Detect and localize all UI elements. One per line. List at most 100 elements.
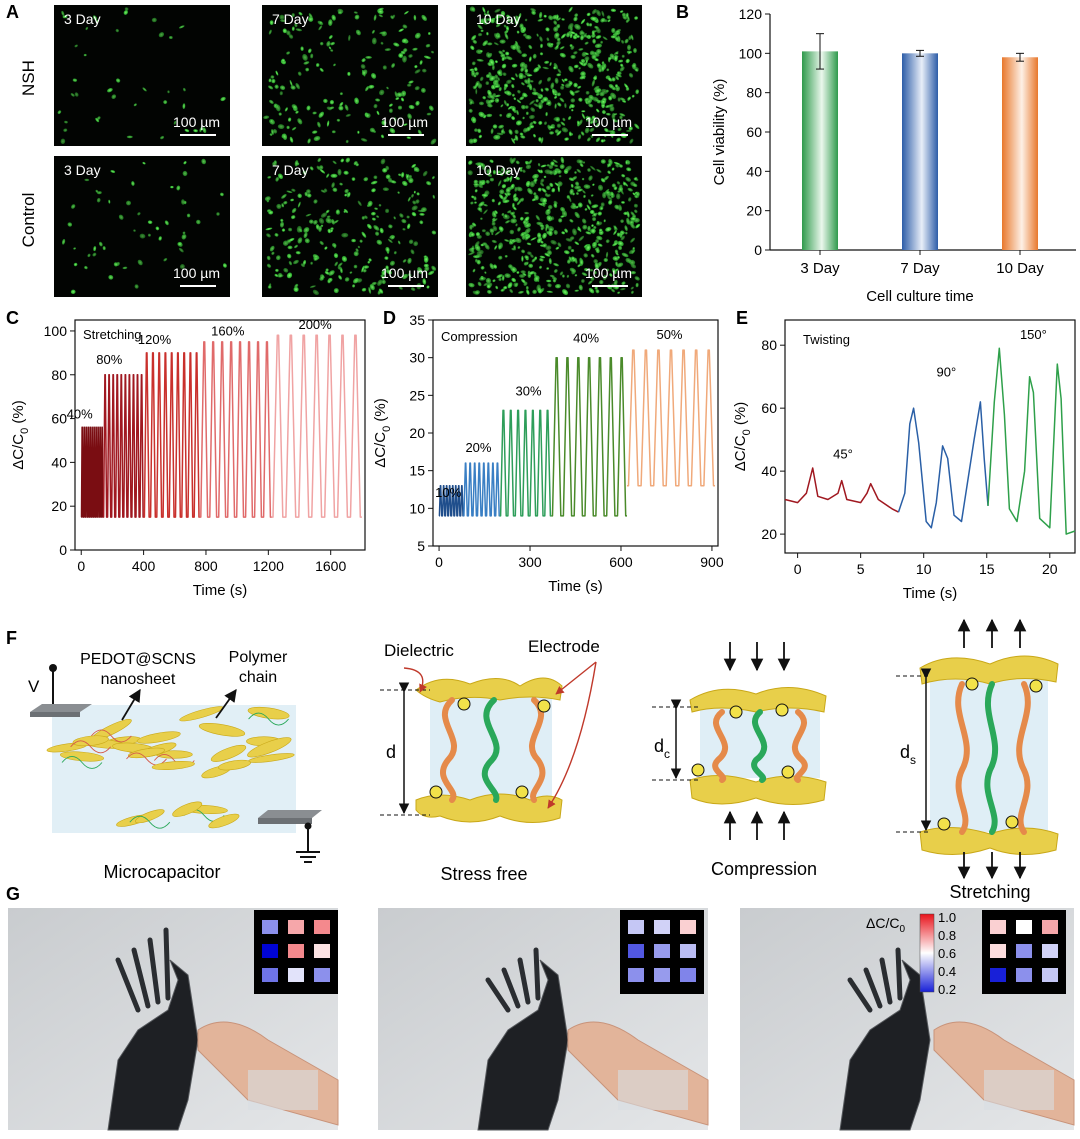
cell [403, 48, 408, 53]
day-label: 10 Day [476, 11, 520, 27]
cell [610, 35, 617, 39]
cell [279, 91, 283, 96]
cell [95, 19, 99, 24]
cell [60, 138, 66, 144]
cell [580, 18, 586, 25]
cell [380, 41, 384, 45]
cell [364, 215, 368, 219]
cell [605, 251, 609, 258]
cell [479, 76, 484, 82]
cell [511, 137, 516, 144]
cell [538, 120, 543, 125]
cell [508, 264, 513, 269]
cell [398, 286, 403, 290]
cell [498, 124, 504, 129]
cell [538, 104, 542, 110]
cell [472, 268, 476, 273]
cell [124, 7, 129, 11]
cell [491, 198, 495, 203]
cell [574, 241, 580, 245]
cell [107, 88, 113, 93]
cell [327, 228, 332, 234]
cell [294, 160, 299, 167]
chart-annotation: Compression [441, 329, 518, 344]
cell [348, 34, 351, 41]
cell [517, 246, 521, 249]
cell [582, 190, 586, 194]
cell [471, 35, 477, 41]
top-electrode-edge [30, 712, 80, 717]
y-tick-label: 100 [739, 45, 763, 61]
cell [546, 37, 550, 42]
cell [393, 42, 400, 47]
cell [613, 279, 618, 286]
cell [526, 85, 531, 88]
cell [538, 11, 543, 19]
cell [547, 204, 553, 210]
cell [546, 185, 551, 191]
cell [519, 132, 524, 136]
cell [568, 116, 572, 120]
cell [513, 196, 519, 202]
heatmap-cell [314, 968, 330, 982]
polymer-chain [70, 740, 112, 754]
cell [546, 267, 550, 270]
cell [554, 169, 558, 174]
cell [523, 75, 527, 78]
nanosheet-arrow [121, 688, 141, 721]
cell [596, 108, 600, 113]
cell [353, 11, 358, 14]
cell [504, 32, 509, 40]
cell [497, 14, 504, 19]
cell [545, 225, 548, 232]
cell [313, 257, 319, 261]
cell [344, 104, 349, 111]
cell [482, 6, 486, 14]
cell [470, 232, 475, 237]
cell [181, 199, 185, 205]
bottom-electrode-edge [258, 818, 312, 824]
cell [494, 60, 498, 64]
dielectric-label: Dielectric [384, 641, 454, 660]
cell [419, 212, 425, 216]
cell [498, 87, 502, 92]
cell [547, 283, 552, 288]
cell [617, 97, 621, 102]
cell [611, 28, 616, 33]
cell [365, 55, 372, 59]
cell [593, 85, 600, 91]
cell [524, 18, 528, 22]
cell [475, 80, 480, 87]
cell [286, 30, 291, 36]
cell [630, 286, 634, 290]
cell [474, 67, 478, 72]
cell [486, 284, 491, 289]
cell [582, 62, 587, 67]
cell [485, 179, 490, 184]
cell [499, 172, 504, 176]
cell [525, 111, 529, 115]
cell [506, 192, 511, 196]
cell [361, 216, 365, 220]
cell [569, 267, 577, 273]
nanosheet-flakes [46, 706, 295, 829]
cell [635, 282, 639, 288]
cell [507, 210, 512, 214]
cell [361, 58, 366, 63]
cell [624, 231, 628, 235]
cell [628, 126, 633, 131]
cell [357, 200, 362, 206]
y-tick-label: 20 [746, 203, 762, 219]
cell [422, 278, 427, 285]
cell [597, 184, 604, 191]
x-tick-label: 0 [77, 558, 85, 574]
cell [377, 7, 384, 11]
cell [61, 10, 65, 16]
cell [72, 78, 78, 82]
cell [587, 117, 592, 123]
nanosheet [172, 801, 203, 817]
series-label-3: 160% [211, 323, 245, 338]
bottom-electrode-plate [258, 810, 322, 818]
polymer-chain-middle [481, 697, 500, 803]
row-label-control: Control [19, 193, 38, 248]
